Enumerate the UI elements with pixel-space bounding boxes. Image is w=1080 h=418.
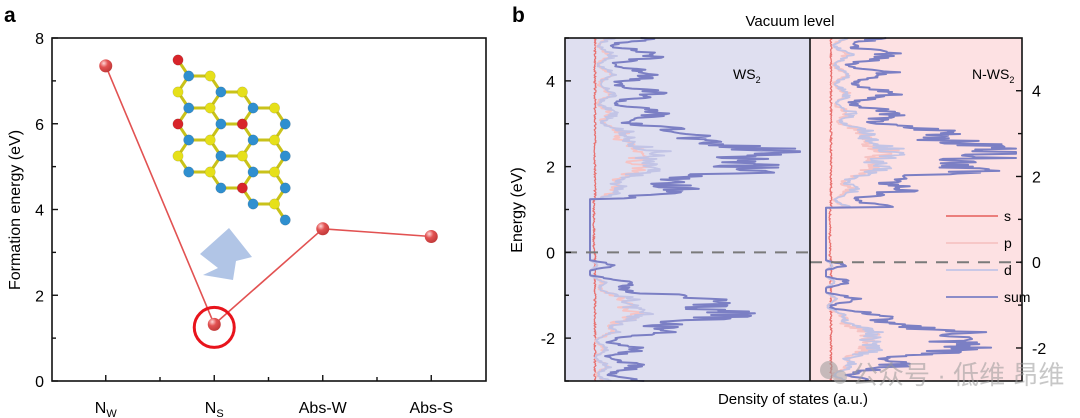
atom-W: [279, 214, 291, 226]
arrow-icon: [200, 228, 252, 280]
atom-W: [183, 166, 195, 178]
atom-W: [247, 134, 259, 146]
panel-b-ticks: -2 0 2 4 -2 0 2 4: [541, 37, 1046, 382]
dos-nws2-sum: [825, 37, 1017, 382]
atom-W: [247, 102, 259, 114]
atom-S: [236, 150, 248, 162]
panel-label-a: a: [4, 4, 16, 27]
panel-a-y-axis-label: Formation energy (eV): [7, 130, 24, 290]
legend-label-p: p: [1004, 235, 1012, 251]
panel-b-y-axis-label: Energy (eV): [509, 167, 526, 252]
wechat-icon-bubble: [833, 370, 847, 384]
left-y-tick-label: 2: [546, 160, 555, 177]
atom-W: [215, 182, 227, 194]
legend: spd sum: [946, 208, 1030, 305]
atom-W: [247, 198, 259, 210]
ws2-background: [565, 38, 810, 381]
atom-S: [269, 134, 281, 146]
right-y-tick-label: 4: [1032, 84, 1041, 101]
atom-S: [204, 166, 216, 178]
atom-S: [236, 86, 248, 98]
nws2-label: N-WS2: [972, 66, 1014, 85]
atom-S: [269, 198, 281, 210]
watermark: 公众号 · 低维 昂维: [820, 360, 1064, 390]
x-tick-label: NS: [205, 400, 224, 418]
panel-a-y-ticks: 0 2 4 6 8: [35, 31, 58, 391]
panel-a: 0 2 4 6 8 NW NS Abs-W Abs-S Formation energy (e…: [7, 31, 487, 418]
panel-b: -2 0 2 4 -2 0 2 4 Vacuum level Density of state…: [509, 13, 1046, 408]
dos-curves: [589, 37, 1017, 382]
atom-W: [279, 118, 291, 130]
x-tick-label: Abs-S: [409, 400, 453, 417]
right-y-tick-label: -2: [1032, 341, 1046, 358]
atom-S: [204, 134, 216, 146]
atom-W: [183, 102, 195, 114]
atom-W: [215, 118, 227, 130]
atom-W: [183, 134, 195, 146]
left-y-tick-label: 0: [546, 245, 555, 262]
atom-S: [269, 166, 281, 178]
atom-S: [172, 150, 184, 162]
left-y-tick-label: -2: [541, 331, 555, 348]
highlight-circle: [192, 305, 236, 349]
fermi-levels: [565, 251, 1022, 264]
y-tick-label: 0: [35, 374, 44, 391]
data-point: [424, 230, 438, 244]
ws2-label: WS2: [733, 66, 761, 85]
x-tick-label: NW: [95, 400, 118, 418]
panel-label-b: b: [512, 4, 525, 27]
data-point: [99, 59, 113, 73]
dos-nws2-s: [828, 37, 833, 382]
atom-W: [279, 182, 291, 194]
series-line-segment: [322, 227, 432, 238]
data-point: [316, 222, 330, 236]
y-tick-label: 4: [35, 203, 44, 220]
atom-N: [172, 54, 184, 66]
dos-ws2-s: [592, 37, 597, 382]
dos-ws2-sum: [589, 37, 801, 382]
series-line-segment: [105, 65, 215, 325]
panel-a-x-labels: NW NS Abs-W Abs-S: [95, 375, 453, 418]
atom-N: [236, 182, 248, 194]
atom-N: [236, 118, 248, 130]
panel-a-lines: [105, 65, 432, 326]
y-tick-label: 2: [35, 288, 44, 305]
atom-W: [215, 86, 227, 98]
y-tick-label: 6: [35, 117, 44, 134]
panel-b-x-axis-label: Density of states (a.u.): [718, 391, 868, 408]
right-y-tick-label: 2: [1032, 169, 1041, 186]
y-tick-label: 8: [35, 31, 44, 48]
wse2-lattice-inset: [172, 54, 291, 226]
atom-S: [269, 102, 281, 114]
atom-W: [183, 70, 195, 82]
atom-N: [172, 118, 184, 130]
panel-b-title: Vacuum level: [746, 13, 835, 30]
legend-label-s: s: [1004, 208, 1011, 224]
atom-S: [204, 102, 216, 114]
legend-label-sum: sum: [1004, 289, 1030, 305]
legend-label-d: d: [1004, 262, 1012, 278]
panel-a-points: [99, 59, 438, 349]
watermark-text: 公众号 · 低维 昂维: [852, 360, 1064, 390]
series-line-segment: [213, 228, 324, 326]
atom-W: [247, 166, 259, 178]
left-y-tick-label: 4: [546, 74, 555, 91]
x-tick-label: Abs-W: [299, 400, 348, 417]
atom-S: [172, 86, 184, 98]
atom-S: [204, 70, 216, 82]
right-y-tick-label: 0: [1032, 255, 1041, 272]
atom-W: [279, 150, 291, 162]
data-point: [207, 317, 221, 331]
atom-W: [215, 150, 227, 162]
panel-a-frame: [51, 37, 487, 382]
